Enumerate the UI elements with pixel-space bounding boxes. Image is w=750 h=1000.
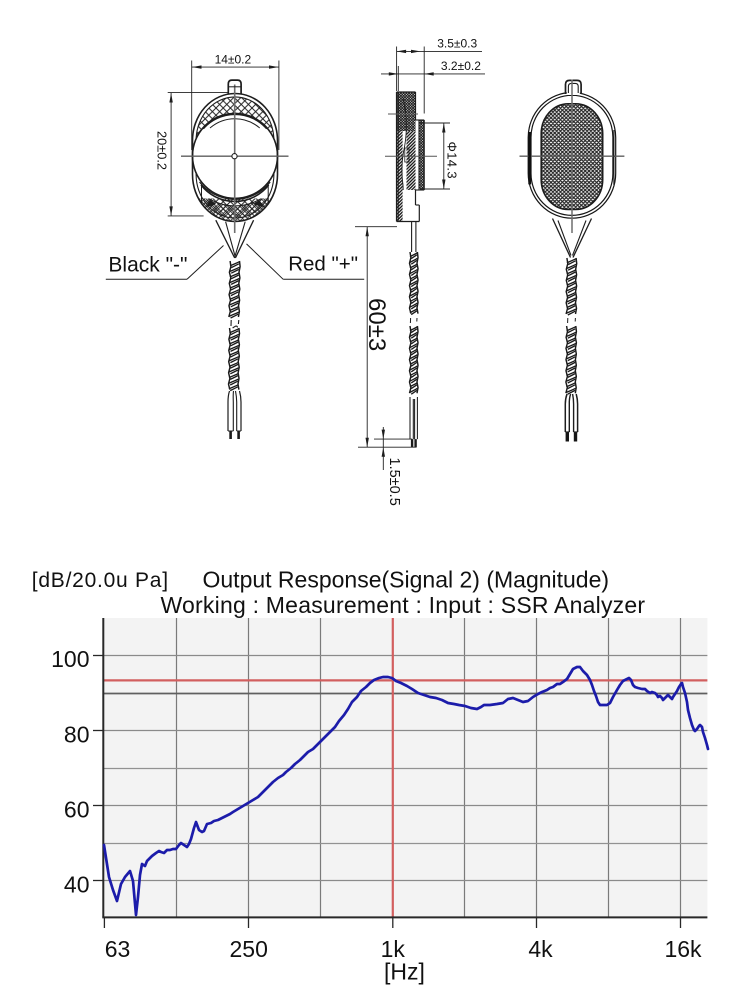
svg-text:Working : Measurement : Input: Working : Measurement : Input : SSR Anal… (161, 592, 646, 618)
svg-text:Black "-": Black "-" (108, 254, 187, 277)
svg-text:[dB/20.0u Pa]: [dB/20.0u Pa] (32, 569, 169, 592)
svg-text:100: 100 (51, 646, 89, 672)
svg-text:16k: 16k (664, 936, 702, 962)
svg-text:80: 80 (64, 721, 90, 747)
svg-text:3.5±0.3: 3.5±0.3 (437, 37, 477, 51)
svg-text:4k: 4k (528, 936, 553, 962)
svg-text:63: 63 (105, 936, 131, 962)
svg-text:1k: 1k (381, 936, 406, 962)
svg-text:40: 40 (64, 871, 90, 897)
svg-text:20±0.2: 20±0.2 (154, 131, 169, 170)
svg-text:60±3: 60±3 (363, 298, 390, 351)
svg-text:60: 60 (64, 796, 90, 822)
svg-text:Φ14.3: Φ14.3 (445, 142, 460, 179)
svg-text:3.2±0.2: 3.2±0.2 (441, 59, 481, 73)
svg-text:Red "+": Red "+" (288, 253, 358, 276)
svg-text:Output Response(Signal 2) (Mag: Output Response(Signal 2) (Magnitude) (203, 567, 610, 593)
svg-text:1.5±0.5: 1.5±0.5 (386, 458, 402, 506)
svg-text:250: 250 (230, 936, 268, 962)
svg-text:[Hz]: [Hz] (384, 959, 425, 985)
svg-text:14±0.2: 14±0.2 (215, 52, 252, 66)
